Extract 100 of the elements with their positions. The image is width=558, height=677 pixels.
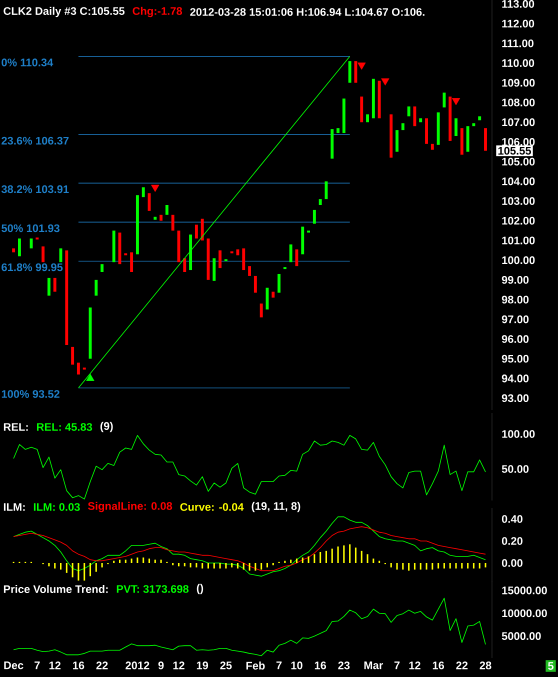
- candlestick: [76, 362, 80, 375]
- candlestick: [442, 92, 446, 108]
- y-tick-label: 110.00: [502, 59, 534, 67]
- point: [151, 184, 160, 192]
- text: Chg:-1.78: [132, 6, 182, 18]
- candlestick: [160, 214, 163, 221]
- candlestick: [194, 224, 198, 238]
- ref-line-label: 50% 101.93: [2, 224, 60, 232]
- x-tick-label: 16: [314, 662, 326, 670]
- y-tick-label: 108.00: [502, 98, 535, 106]
- candlestick: [154, 216, 157, 220]
- x-tick-label: Feb: [246, 662, 265, 670]
- y-tick-label: 15000.00: [502, 586, 547, 594]
- x-tick-label: 28: [480, 662, 492, 670]
- y-tick-label: 0.00: [502, 559, 522, 567]
- candlestick: [272, 292, 275, 298]
- y-tick-label: 50.00: [502, 465, 529, 473]
- candlestick: [242, 248, 246, 270]
- series-label: ILM: 0.03: [34, 503, 80, 511]
- candlestick: [454, 118, 458, 136]
- chart-title: ILM:: [4, 503, 25, 511]
- ref-line-label: 0% 110.34: [2, 58, 54, 66]
- x-tick-label: 22: [96, 662, 108, 670]
- ref-line-label: 100% 93.52: [2, 390, 60, 398]
- candlestick: [142, 187, 145, 198]
- candlestick: [65, 250, 68, 345]
- candlestick: [12, 248, 16, 252]
- candlestick: [330, 129, 334, 159]
- x-tick-label: 12: [409, 662, 420, 670]
- y-tick-label: 100.00: [502, 256, 535, 264]
- x-tick-label: 22: [456, 662, 468, 670]
- text: CLK2 Daily #3 C:105.55: [4, 6, 125, 18]
- candlestick: [165, 204, 168, 215]
- y-tick-label: 94.00: [502, 374, 529, 382]
- text: PVT: 3173.698: [116, 585, 189, 593]
- point: [452, 98, 460, 106]
- y-tick-label: 103.00: [502, 197, 535, 205]
- point: [358, 62, 366, 70]
- series-label: REL: 45.83: [36, 423, 92, 431]
- x-tick-label: Mar: [364, 662, 384, 670]
- candlestick: [390, 114, 393, 158]
- annotation: (19, 11, 8): [252, 502, 300, 512]
- x-tick-label: 7: [34, 662, 40, 670]
- y-tick-label: 99.00: [502, 276, 529, 284]
- candlestick: [112, 230, 116, 262]
- y-tick-label: 113.00: [502, 0, 534, 8]
- candlestick: [171, 214, 174, 231]
- candlestick: [71, 346, 74, 365]
- x-tick-label: 7: [394, 662, 400, 670]
- y-tick-label: 112.00: [502, 20, 534, 28]
- candlestick: [484, 128, 487, 151]
- candlestick: [200, 218, 204, 240]
- candlestick: [248, 266, 252, 276]
- y-tick-label: 0.40: [502, 515, 522, 523]
- x-tick-label: 16: [73, 662, 84, 670]
- candlestick: [466, 126, 470, 152]
- y-tick-label: 5000.00: [502, 632, 541, 640]
- text: SignalLine: 0.08: [88, 502, 172, 512]
- candlestick: [212, 258, 216, 281]
- candlestick: [407, 106, 410, 116]
- y-tick-label: 93.00: [502, 394, 529, 402]
- candlestick: [100, 264, 104, 272]
- candlestick: [254, 276, 257, 293]
- y-tick-label: 100.00: [502, 430, 535, 438]
- candlestick: [130, 252, 134, 272]
- annotation: (9): [100, 422, 113, 432]
- x-tick-label: 16: [432, 662, 444, 670]
- candlestick: [289, 244, 292, 262]
- candlestick: [419, 118, 422, 122]
- y-tick-label: 97.00: [502, 315, 529, 324]
- candlestick: [260, 304, 263, 318]
- candlestick: [436, 112, 440, 145]
- y-tick-label: 111.00: [502, 39, 534, 48]
- chart-title: Price Volume Trend:: [4, 584, 108, 594]
- candlestick: [218, 250, 222, 268]
- candlestick: [94, 280, 98, 296]
- candlestick: [53, 278, 56, 292]
- annotation: 2012-03-28 15:01:06 H:106.94 L:104.67 O:106.: [190, 8, 424, 16]
- ref-line-label: 38.2% 103.91: [1, 185, 69, 194]
- candlestick: [372, 78, 375, 118]
- ref-line-label: 61.8% 99.95: [2, 263, 63, 272]
- candlestick: [348, 61, 352, 83]
- x-tick-label: 19: [196, 662, 208, 670]
- text: Curve: -0.04: [180, 503, 244, 511]
- x-tick-label: 23: [338, 662, 350, 670]
- x-tick-label: 7: [276, 662, 282, 670]
- y-tick-label: 109.00: [502, 78, 535, 87]
- candlestick: [472, 123, 476, 126]
- candlestick: [47, 278, 50, 296]
- candlestick: [312, 210, 316, 224]
- y-tick-label: 98.00: [502, 296, 529, 304]
- y-tick-label: 104.00: [502, 177, 535, 186]
- candlestick: [460, 128, 464, 155]
- candlestick: [366, 114, 369, 122]
- y-tick-label: 95.00: [502, 354, 529, 363]
- text: 105.55: [498, 146, 532, 155]
- x-tick-label: 12: [49, 662, 61, 670]
- x-tick-label: 12: [173, 662, 184, 670]
- ref-line-label: 23.6% 106.37: [2, 136, 69, 145]
- y-tick-label: 107.00: [502, 118, 535, 126]
